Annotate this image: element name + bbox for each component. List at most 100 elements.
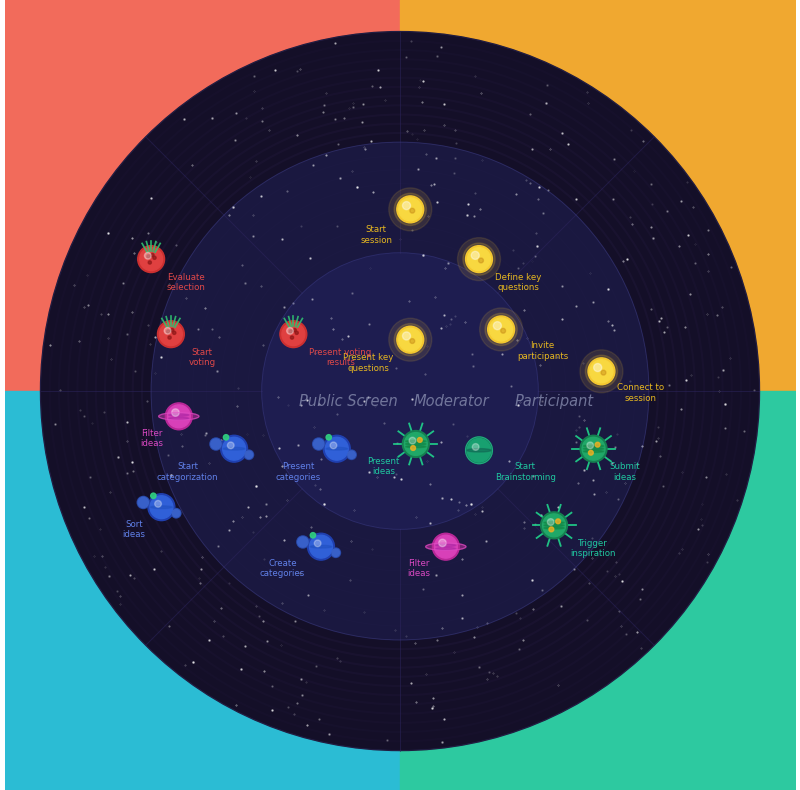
Text: Trigger
inspiration: Trigger inspiration: [570, 539, 615, 559]
Circle shape: [458, 238, 501, 280]
Circle shape: [418, 438, 422, 442]
Ellipse shape: [169, 414, 189, 416]
Text: Start
voting: Start voting: [188, 348, 215, 367]
Circle shape: [164, 328, 171, 334]
Circle shape: [547, 518, 554, 525]
Circle shape: [397, 196, 424, 223]
Circle shape: [326, 438, 348, 460]
Circle shape: [466, 437, 493, 464]
Text: Submit
ideas: Submit ideas: [610, 462, 640, 482]
Circle shape: [588, 358, 615, 385]
Circle shape: [282, 323, 305, 345]
Circle shape: [501, 329, 506, 333]
Circle shape: [326, 435, 331, 440]
Circle shape: [410, 446, 415, 450]
Circle shape: [159, 323, 182, 345]
Circle shape: [145, 253, 151, 259]
Circle shape: [402, 332, 410, 340]
Circle shape: [589, 450, 594, 455]
Circle shape: [490, 318, 513, 340]
Ellipse shape: [169, 417, 189, 419]
Circle shape: [210, 438, 222, 450]
Circle shape: [295, 331, 298, 334]
Ellipse shape: [158, 412, 199, 420]
Circle shape: [478, 258, 483, 263]
Ellipse shape: [583, 445, 604, 447]
Circle shape: [394, 324, 426, 356]
Circle shape: [307, 533, 334, 560]
Ellipse shape: [583, 450, 604, 453]
Circle shape: [409, 438, 416, 444]
Ellipse shape: [436, 547, 456, 550]
Circle shape: [221, 435, 247, 462]
Circle shape: [245, 451, 253, 458]
Circle shape: [227, 442, 234, 449]
Text: Sort
ideas: Sort ideas: [122, 520, 146, 540]
Text: Create
categories: Create categories: [260, 559, 306, 578]
Circle shape: [223, 435, 229, 440]
Circle shape: [582, 438, 605, 460]
Circle shape: [280, 321, 306, 348]
Ellipse shape: [544, 525, 564, 526]
Circle shape: [432, 533, 459, 560]
Text: Connect to
session: Connect to session: [618, 383, 664, 403]
Circle shape: [601, 371, 606, 375]
Circle shape: [410, 339, 414, 344]
Circle shape: [147, 255, 150, 258]
Circle shape: [410, 209, 414, 213]
Text: Start
categorization: Start categorization: [157, 462, 218, 482]
Circle shape: [541, 512, 567, 539]
Circle shape: [310, 532, 316, 538]
Circle shape: [138, 496, 150, 509]
Circle shape: [150, 493, 156, 498]
Circle shape: [467, 248, 490, 270]
Circle shape: [466, 246, 493, 273]
Circle shape: [332, 549, 339, 556]
Text: Present
categories: Present categories: [276, 462, 321, 482]
Circle shape: [167, 405, 190, 427]
Circle shape: [485, 314, 518, 345]
Circle shape: [472, 444, 479, 450]
Text: Start
Brainstorming: Start Brainstorming: [494, 462, 556, 482]
Ellipse shape: [223, 447, 245, 450]
Ellipse shape: [326, 447, 347, 450]
Circle shape: [467, 438, 491, 462]
Circle shape: [173, 510, 180, 517]
Ellipse shape: [436, 544, 456, 547]
Ellipse shape: [467, 449, 491, 452]
Circle shape: [402, 431, 430, 457]
Text: Filter
ideas: Filter ideas: [407, 559, 430, 578]
Text: Public Screen: Public Screen: [299, 394, 398, 408]
Circle shape: [290, 336, 294, 339]
Text: Define key
questions: Define key questions: [494, 273, 541, 292]
Circle shape: [580, 435, 607, 462]
Circle shape: [166, 330, 170, 333]
Circle shape: [542, 514, 566, 536]
Circle shape: [594, 363, 602, 371]
Circle shape: [310, 536, 333, 558]
Circle shape: [158, 321, 184, 348]
Text: Filter
ideas: Filter ideas: [140, 429, 163, 449]
Circle shape: [171, 509, 181, 518]
Circle shape: [166, 403, 192, 430]
Circle shape: [211, 439, 221, 450]
Circle shape: [153, 256, 156, 259]
Ellipse shape: [544, 527, 564, 529]
Circle shape: [402, 201, 410, 209]
Circle shape: [434, 536, 458, 558]
Circle shape: [168, 336, 171, 339]
Text: Present key
questions: Present key questions: [343, 353, 394, 373]
Text: Evaluate
selection: Evaluate selection: [167, 273, 206, 292]
Circle shape: [330, 442, 337, 449]
Circle shape: [151, 142, 649, 640]
Circle shape: [172, 408, 179, 416]
Circle shape: [595, 442, 600, 447]
Circle shape: [556, 519, 561, 524]
Circle shape: [262, 253, 538, 529]
Circle shape: [314, 540, 321, 547]
Text: Start
session: Start session: [360, 225, 392, 245]
Circle shape: [438, 539, 446, 547]
Circle shape: [347, 450, 356, 460]
Circle shape: [586, 356, 618, 387]
Circle shape: [389, 318, 432, 361]
